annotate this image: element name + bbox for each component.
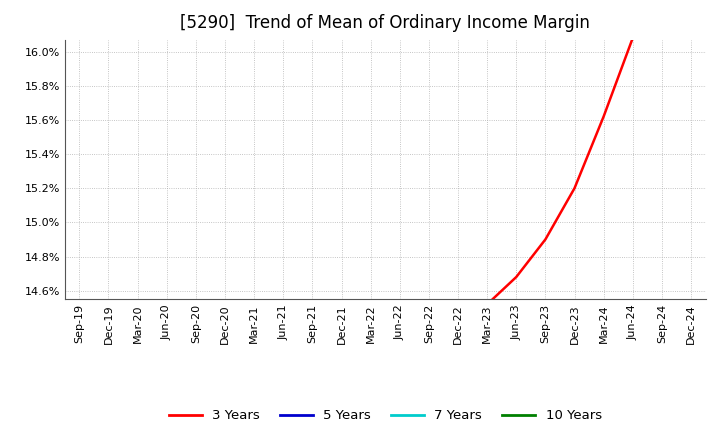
Title: [5290]  Trend of Mean of Ordinary Income Margin: [5290] Trend of Mean of Ordinary Income … — [180, 15, 590, 33]
Legend: 3 Years, 5 Years, 7 Years, 10 Years: 3 Years, 5 Years, 7 Years, 10 Years — [163, 404, 607, 428]
